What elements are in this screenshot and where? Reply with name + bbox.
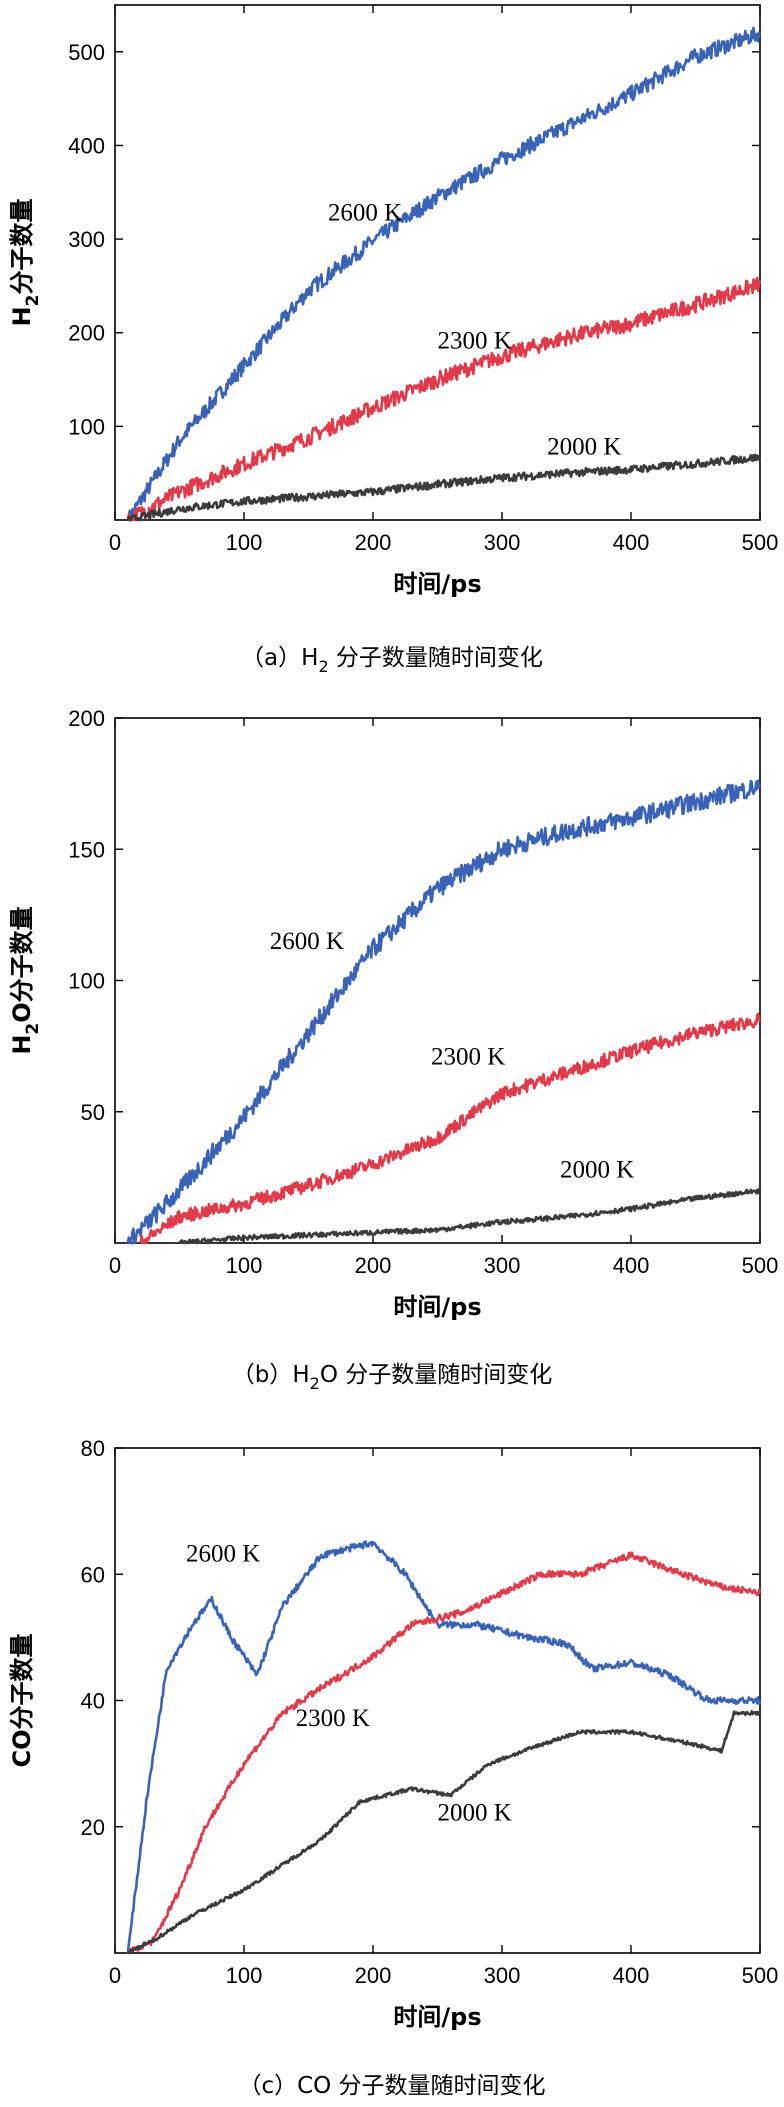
caption-text: （c）CO 分子数量随时间变化 xyxy=(238,2073,545,2099)
y-axis-title-main: H xyxy=(8,1035,36,1055)
series-line-2600k xyxy=(126,1540,762,1954)
x-axis-title: 时间/ps xyxy=(393,2003,481,2031)
y-tick-label: 500 xyxy=(68,40,105,65)
y-axis-title-main: H xyxy=(8,306,36,326)
plot-frame xyxy=(114,1447,761,1954)
x-tick-label: 0 xyxy=(109,1963,121,1988)
series-label: 2000 K xyxy=(438,1799,512,1826)
series-line-2000k xyxy=(127,1710,761,1955)
x-tick-label: 200 xyxy=(355,530,392,555)
caption-text: （a）H xyxy=(241,645,318,671)
y-tick-label: 20 xyxy=(81,1815,105,1840)
caption-text: （b）H xyxy=(232,1362,310,1388)
y-tick-label: 400 xyxy=(68,133,105,158)
series-line-2600k xyxy=(127,26,761,522)
caption-subscript: 2 xyxy=(318,657,328,676)
y-tick-label: 300 xyxy=(68,227,105,252)
y-tick-label: 50 xyxy=(81,1100,105,1125)
series-label: 2300 K xyxy=(296,1705,370,1732)
series-line-2600k xyxy=(126,779,761,1245)
y-tick-label: 200 xyxy=(68,321,105,346)
x-tick-label: 400 xyxy=(613,530,650,555)
y-tick-label: 150 xyxy=(68,837,105,862)
chart-panel-1: 0 100 200 300 400 500100200300400500时间/psH2分子… xyxy=(8,4,779,676)
panel-caption: （a）H2 分子数量随时间变化 xyxy=(241,645,543,676)
series-line-2300k xyxy=(139,1012,761,1245)
caption-text-rest: O 分子数量随时间变化 xyxy=(320,1362,552,1388)
chart-panel-3: 0 100 200 300 400 500 20 40 60 80 时间/ps CO分子数量 2600 … xyxy=(8,1436,778,2099)
y-tick-label: 60 xyxy=(81,1562,105,1587)
panel-caption: （b）H2O 分子数量随时间变化 xyxy=(232,1362,553,1393)
plot-frame xyxy=(114,4,761,521)
x-tick-label: 500 xyxy=(742,1253,779,1278)
x-tick-label: 400 xyxy=(613,1253,650,1278)
y-axis-title: CO分子数量 xyxy=(8,1633,36,1767)
x-tick-label: 300 xyxy=(484,530,521,555)
x-tick-label: 100 xyxy=(226,1253,263,1278)
y-axis-title-rest: 分子数量 xyxy=(8,199,36,295)
series-line-2300k xyxy=(127,1551,762,1955)
y-axis-title-rest: 分子数量 xyxy=(8,1633,36,1729)
x-tick-label: 500 xyxy=(742,1963,779,1988)
x-axis-title: 时间/ps xyxy=(393,1293,481,1321)
series-line-2000k xyxy=(126,453,762,522)
x-tick-label: 100 xyxy=(226,530,263,555)
y-tick-label: 200 xyxy=(68,706,105,731)
x-tick-label: 400 xyxy=(613,1963,650,1988)
x-tick-label: 500 xyxy=(742,530,779,555)
x-tick-label: 200 xyxy=(355,1963,392,1988)
x-tick-label: 0 xyxy=(109,530,121,555)
y-axis-title: H2分子数量 xyxy=(8,199,43,327)
x-tick-label: 0 xyxy=(109,1253,121,1278)
y-axis-title-rest: O分子数量 xyxy=(8,906,36,1022)
x-tick-label: 300 xyxy=(484,1253,521,1278)
series-line-2300k xyxy=(126,276,762,522)
x-tick-label: 200 xyxy=(355,1253,392,1278)
series-label: 2600 K xyxy=(270,928,344,955)
y-tick-label: 100 xyxy=(68,969,105,994)
series-label: 2600 K xyxy=(186,1541,260,1568)
series-label: 2300 K xyxy=(438,328,512,355)
panel-caption: （c）CO 分子数量随时间变化 xyxy=(238,2073,545,2099)
series-label: 2000 K xyxy=(547,433,621,460)
y-tick-label: 100 xyxy=(68,414,105,439)
caption-subscript: 2 xyxy=(310,1374,320,1393)
y-tick-label: 40 xyxy=(81,1689,105,1714)
y-axis-title-main: CO xyxy=(8,1729,36,1767)
x-tick-label: 300 xyxy=(484,1963,521,1988)
caption-text-rest: 分子数量随时间变化 xyxy=(329,645,543,671)
y-axis-title-subscript: 2 xyxy=(23,295,43,307)
y-tick-label: 80 xyxy=(81,1436,105,1461)
x-tick-label: 100 xyxy=(226,1963,263,1988)
series-label: 2600 K xyxy=(328,199,402,226)
series-line-2000k xyxy=(178,1188,762,1245)
series-label: 2300 K xyxy=(431,1044,505,1071)
series-label: 2000 K xyxy=(560,1156,634,1183)
y-axis-title-subscript: 2 xyxy=(23,1023,43,1035)
x-axis-title: 时间/ps xyxy=(393,570,481,598)
y-axis-title: H2O分子数量 xyxy=(8,906,43,1054)
